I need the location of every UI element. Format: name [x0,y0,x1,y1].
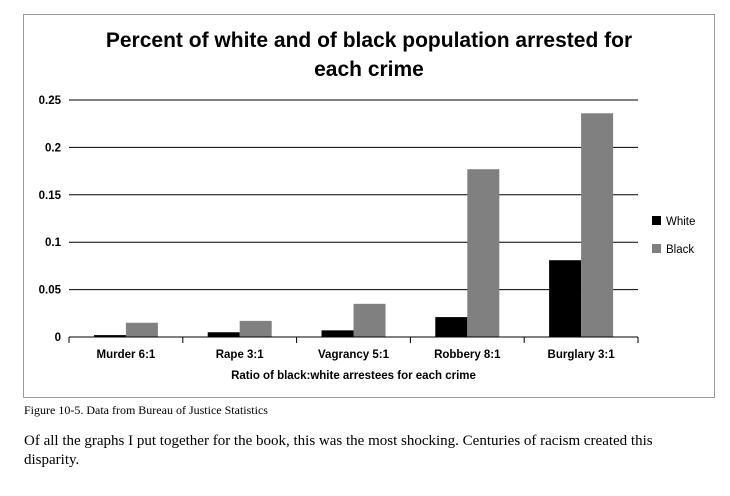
bar-white [321,330,354,337]
commentary-text: Of all the graphs I put together for the… [24,433,653,468]
bar-white [549,260,582,337]
bar-black [467,169,500,337]
chart-title-line: Percent of white and of black population… [106,29,632,52]
y-tick-label: 0.2 [45,142,61,154]
y-tick-label: 0.05 [39,285,62,297]
legend-swatch-white [652,216,661,225]
bar-black [125,322,158,337]
bar-white [207,332,240,337]
bar-black [353,303,386,337]
bar-white [93,335,126,337]
y-tick-label: 0.15 [39,190,62,202]
y-tick-label: 0.1 [45,237,62,249]
x-category-label: Burglary 3:1 [548,349,616,361]
bar-black [239,320,272,337]
x-category-label: Robbery 8:1 [434,349,501,361]
chart-title-line: each crime [314,58,424,81]
bar-chart: Percent of white and of black population… [39,29,696,382]
x-axis-title: Ratio of black:white arrestees for each … [231,370,476,382]
figure-caption: Figure 10-5. Data from Bureau of Justice… [24,403,268,417]
bar-black [581,113,614,337]
legend-label: White [666,216,695,228]
bar-white [435,317,468,337]
x-category-label: Rape 3:1 [216,349,265,361]
y-tick-label: 0.25 [39,95,62,107]
x-category-label: Vagrancy 5:1 [318,349,390,361]
legend-swatch-black [652,244,661,253]
y-tick-label: 0 [55,332,61,344]
legend-label: Black [666,244,694,256]
x-category-label: Murder 6:1 [97,349,156,361]
chart-frame: Percent of white and of black population… [23,14,715,398]
